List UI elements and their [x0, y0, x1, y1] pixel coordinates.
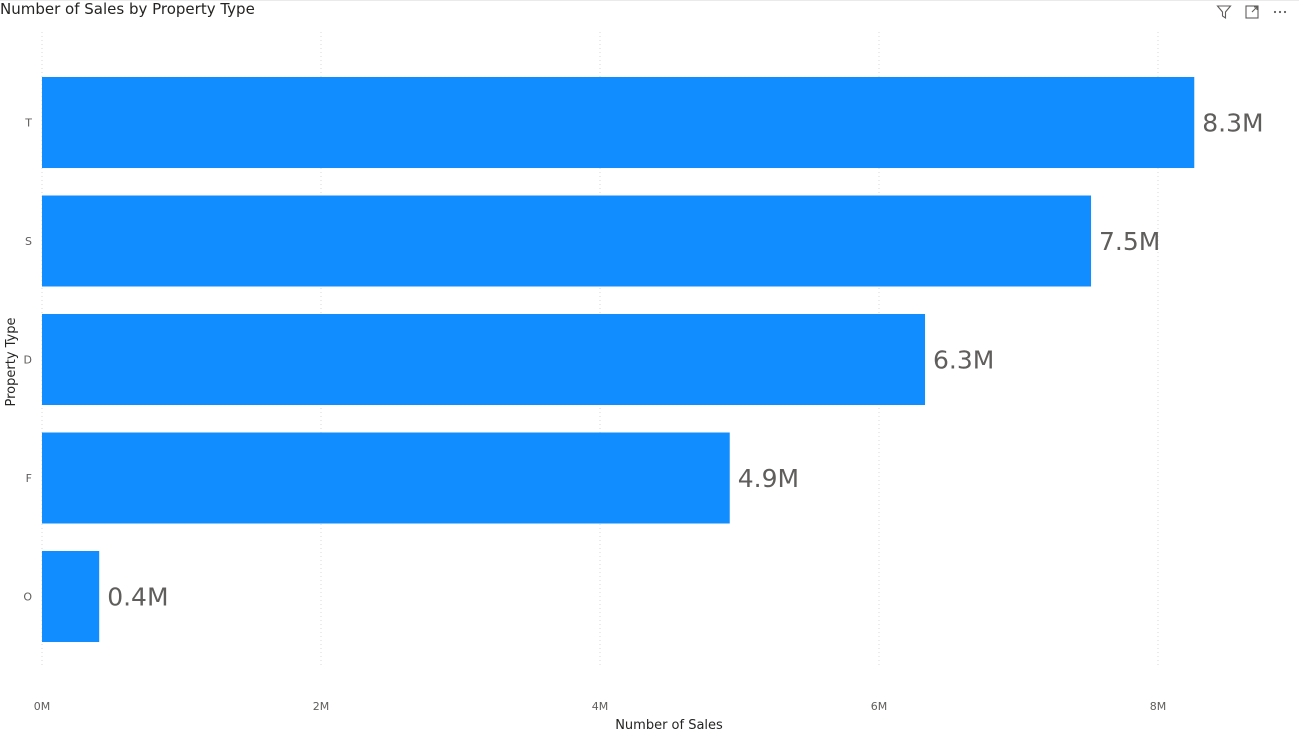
y-tick-label: D — [24, 354, 32, 367]
bar-T — [42, 77, 1195, 168]
focus-mode-icon[interactable] — [1243, 3, 1261, 21]
more-options-icon[interactable] — [1271, 3, 1289, 21]
x-tick-label: 4M — [592, 700, 609, 713]
bar-D — [42, 314, 926, 405]
bar-O — [42, 551, 100, 642]
y-axis-title: Property Type — [4, 317, 19, 406]
visual-top-border — [0, 0, 1299, 1]
y-tick-label: T — [24, 117, 32, 130]
visual-header-icons — [1215, 3, 1289, 21]
y-tick-label: F — [26, 472, 32, 485]
y-tick-label: O — [23, 591, 32, 604]
data-label: 0.4M — [107, 583, 168, 612]
x-tick-label: 6M — [871, 700, 888, 713]
x-tick-label: 0M — [34, 700, 51, 713]
data-label: 7.5M — [1099, 227, 1160, 256]
data-label: 4.9M — [738, 464, 799, 493]
x-tick-label: 8M — [1150, 700, 1167, 713]
chart-title: Number of Sales by Property Type — [0, 0, 255, 18]
bar-S — [42, 195, 1092, 287]
bar-F — [42, 432, 730, 524]
data-label: 8.3M — [1202, 109, 1263, 138]
data-label: 6.3M — [933, 346, 994, 375]
x-tick-label: 2M — [313, 700, 330, 713]
x-axis-title: Number of Sales — [615, 718, 723, 732]
y-tick-label: S — [25, 235, 32, 248]
filter-icon[interactable] — [1215, 3, 1233, 21]
